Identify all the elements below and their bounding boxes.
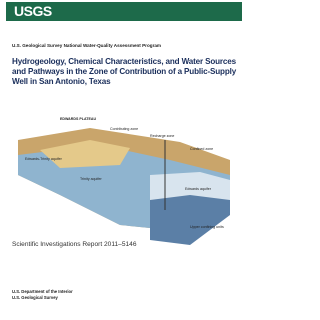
lower-layer: [150, 195, 230, 245]
report-number: Scientific Investigations Report 2011–51…: [12, 241, 137, 248]
diagram: EDWARDS PLATEAU Contributing zone Rechar…: [0, 0, 246, 320]
diagram-label: EDWARDS PLATEAU: [60, 117, 96, 121]
diagram-label: Upper confining units: [190, 225, 224, 229]
footer-line: U.S. Department of the Interior: [12, 289, 73, 294]
cover: USGS U.S. Geological Survey National Wat…: [0, 0, 246, 320]
diagram-label: Contributing zone: [110, 127, 138, 131]
footer-line: U.S. Geological Survey: [12, 295, 58, 300]
diagram-label: Confined zone: [190, 147, 213, 151]
diagram-label: Recharge zone: [150, 134, 174, 138]
diagram-label: Edwards-Trinity aquifer: [25, 157, 63, 161]
diagram-label: Trinity aquifer: [80, 177, 102, 181]
diagram-label: Edwards aquifer: [185, 187, 212, 191]
